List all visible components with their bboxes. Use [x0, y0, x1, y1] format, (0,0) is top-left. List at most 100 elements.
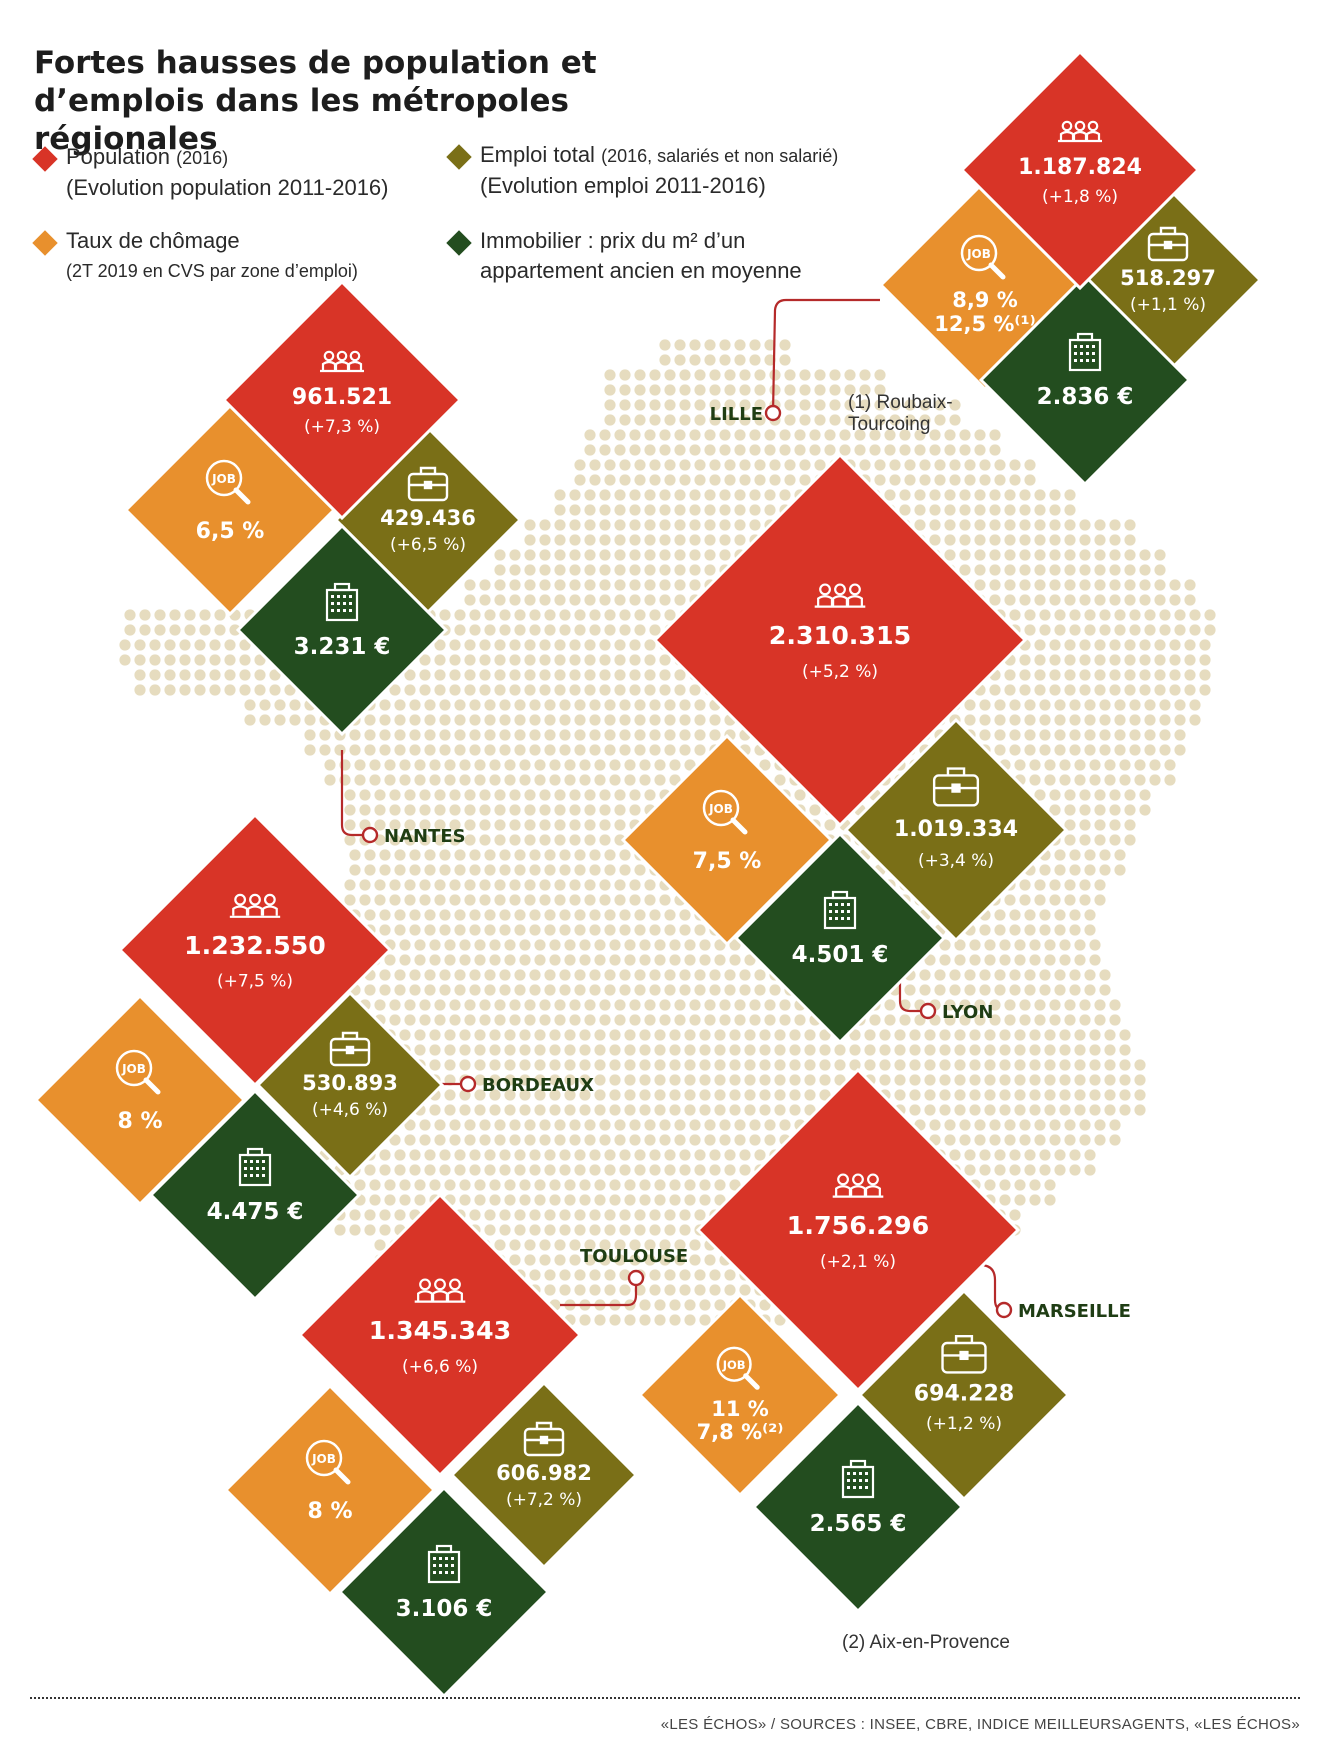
map-dot [464, 579, 476, 591]
map-dot [1174, 699, 1186, 711]
map-dot [899, 444, 911, 456]
map-dot [584, 579, 596, 591]
map-dot [359, 804, 371, 816]
map-dot [629, 669, 641, 681]
map-dot [179, 639, 191, 651]
nantes-emploi-change: (+6,5 %) [390, 535, 466, 555]
map-dot [689, 489, 701, 501]
map-dot [209, 684, 221, 696]
map-dot [569, 549, 581, 561]
map-dot [1099, 609, 1111, 621]
map-dot [874, 459, 886, 471]
map-dot [629, 789, 641, 801]
map-dot [1159, 699, 1171, 711]
map-dot [1094, 789, 1106, 801]
map-dot [389, 684, 401, 696]
map-dot [399, 774, 411, 786]
lille-immobilier-value: 2.836 € [1037, 384, 1134, 410]
map-dot [1009, 609, 1021, 621]
map-dot [1044, 774, 1056, 786]
map-dot [794, 429, 806, 441]
map-dot [494, 654, 506, 666]
legend-population-sub: (Evolution population 2011-2016) [66, 175, 389, 200]
map-dot [634, 384, 646, 396]
map-dot [579, 774, 591, 786]
map-dot [424, 744, 436, 756]
map-dot [1069, 714, 1081, 726]
lille-population-value: 1.187.824 [1018, 155, 1142, 180]
map-dot [389, 834, 401, 846]
map-dot [829, 414, 841, 426]
map-dot [369, 759, 381, 771]
map-dot [619, 744, 631, 756]
map-dot [584, 594, 596, 606]
map-dot [479, 684, 491, 696]
map-dot [989, 489, 1001, 501]
map-dot [259, 699, 271, 711]
map-dot [424, 699, 436, 711]
map-dot [779, 489, 791, 501]
map-dot [649, 609, 661, 621]
map-dot [599, 564, 611, 576]
map-dot [1144, 714, 1156, 726]
map-dot [569, 579, 581, 591]
map-dot [409, 699, 421, 711]
map-dot [499, 714, 511, 726]
map-dot [154, 609, 166, 621]
note-roubaix: (1) Roubaix- Tourcoing [848, 392, 953, 436]
map-dot [709, 384, 721, 396]
nantes-leader-line [340, 750, 370, 837]
legend-emploi-label: Emploi total [480, 142, 595, 167]
map-dot [599, 789, 611, 801]
map-dot [704, 339, 716, 351]
map-dot [584, 444, 596, 456]
map-dot [1094, 804, 1106, 816]
map-dot [494, 789, 506, 801]
map-dot [1029, 774, 1041, 786]
map-dot [644, 654, 656, 666]
bordeaux-emploi-change: (+4,6 %) [312, 1100, 388, 1120]
map-dot [1074, 759, 1086, 771]
lille-population-change: (+1,8 %) [1042, 187, 1118, 207]
map-dot [509, 564, 521, 576]
lille-marker [764, 404, 782, 422]
map-dot [1039, 729, 1051, 741]
map-dot [619, 624, 631, 636]
map-dot [1099, 699, 1111, 711]
map-dot [734, 339, 746, 351]
map-dot [394, 849, 406, 861]
map-dot [554, 564, 566, 576]
map-dot [469, 714, 481, 726]
map-dot [839, 444, 851, 456]
legend-population-label: Population [66, 144, 170, 169]
map-dot [739, 384, 751, 396]
map-dot [644, 504, 656, 516]
map-dot [929, 504, 941, 516]
map-dot [619, 474, 631, 486]
map-dot [1004, 504, 1016, 516]
map-dot [1109, 534, 1121, 546]
map-dot [534, 774, 546, 786]
map-dot [574, 474, 586, 486]
map-dot [1079, 669, 1091, 681]
map-dot [589, 714, 601, 726]
map-dot [449, 654, 461, 666]
map-dot [1079, 654, 1091, 666]
map-dot [1049, 519, 1061, 531]
map-dot [724, 474, 736, 486]
map-dot [634, 399, 646, 411]
map-dot [1064, 564, 1076, 576]
map-dot [254, 669, 266, 681]
map-dot [614, 549, 626, 561]
map-dot [1064, 639, 1076, 651]
map-dot [1114, 624, 1126, 636]
source-credit: «LES ÉCHOS» / SOURCES : INSEE, CBRE, IND… [660, 1716, 1300, 1733]
map-dot [1094, 639, 1106, 651]
map-dot [784, 459, 796, 471]
map-dot [499, 624, 511, 636]
map-dot [139, 624, 151, 636]
map-dot [1019, 534, 1031, 546]
map-dot [959, 444, 971, 456]
map-dot [469, 609, 481, 621]
svg-text:JOB: JOB [121, 1062, 146, 1076]
